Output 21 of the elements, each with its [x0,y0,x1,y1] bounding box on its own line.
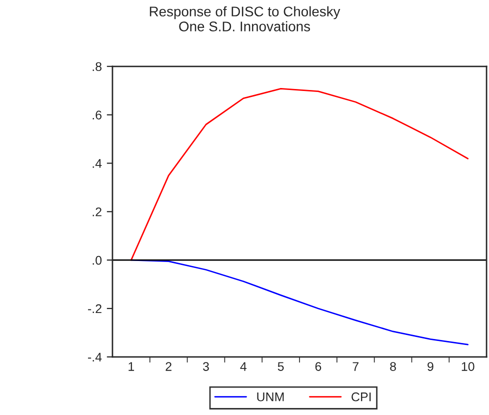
x-tick-label: 3 [202,362,209,371]
y-tick-label: .4 [92,159,102,168]
x-tick-label: 6 [315,362,322,371]
chart-title: Response of DISC to Cholesky One S.D. Innovations [150,6,340,32]
y-tick-label: -.2 [88,304,102,314]
line-series [130,88,469,261]
x-tick-label: 5 [278,362,284,371]
x-tick-label: 1 [128,362,134,371]
legend-label: CPI [352,392,371,402]
x-tick-label: 2 [166,362,172,371]
x-tick-label: 10 [462,362,474,371]
x-tick-label: 9 [428,362,434,371]
x-tick-label: 4 [240,362,247,371]
y-tick-label: .8 [92,62,102,72]
y-tick-label: .2 [92,207,102,216]
x-tick-label: 8 [390,362,396,371]
y-tick-label: .0 [92,256,102,265]
y-tick-label: .6 [92,110,102,120]
x-tick-label: 7 [352,362,358,371]
legend-label: UNM [257,392,284,402]
y-tick-label: -.4 [88,352,102,362]
